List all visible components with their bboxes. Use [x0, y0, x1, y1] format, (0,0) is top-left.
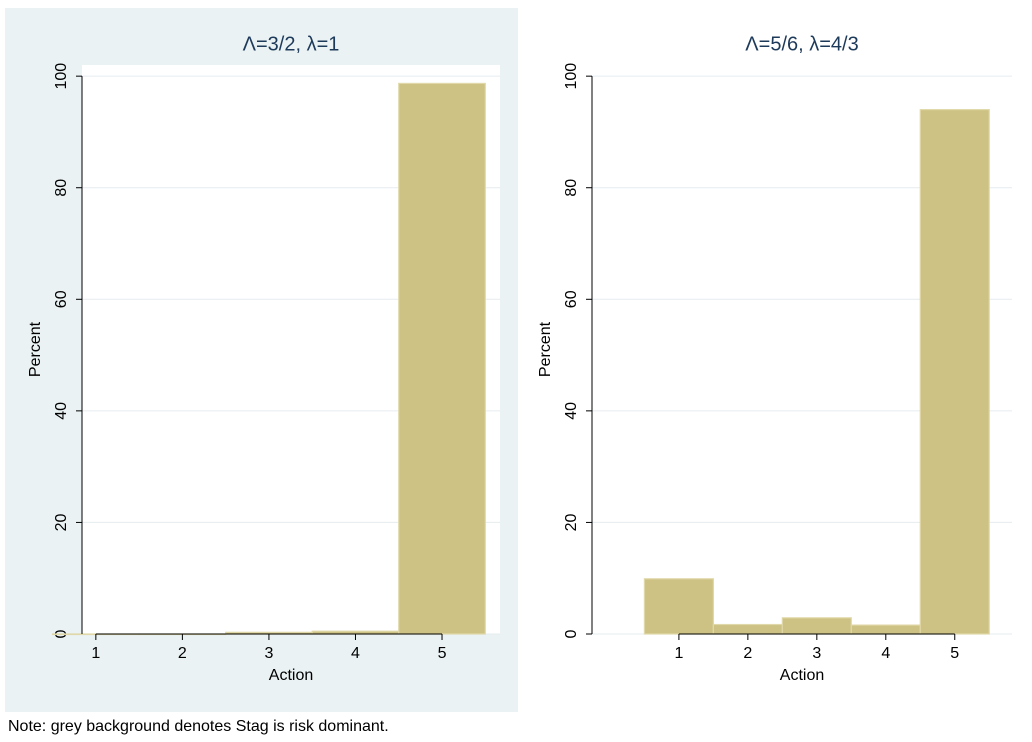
y-tick-label: 80: [53, 179, 70, 197]
x-tick-label: 5: [950, 645, 959, 662]
x-tick-label: 1: [91, 645, 100, 662]
bar: [781, 617, 852, 635]
x-tick-label: 2: [743, 645, 752, 662]
y-tick-label: 60: [53, 290, 70, 308]
bar: [398, 82, 486, 635]
x-tick-label: 3: [812, 645, 821, 662]
chart-title: Λ=5/6, λ=4/3: [745, 33, 858, 55]
x-tick-label: 5: [438, 645, 447, 662]
x-tick-label: 3: [264, 645, 273, 662]
chart-title: Λ=3/2, λ=1: [243, 33, 340, 55]
x-tick-label: 4: [351, 645, 360, 662]
y-axis-label: Percent: [537, 321, 554, 377]
y-tick-label: 100: [563, 63, 580, 90]
y-tick-label: 60: [563, 290, 580, 308]
y-axis-label: Percent: [27, 321, 44, 377]
x-tick-label: 1: [674, 645, 683, 662]
bar: [850, 624, 921, 635]
y-tick-label: 40: [563, 402, 580, 420]
note: Note: grey background denotes Stag is ri…: [8, 718, 389, 735]
x-axis-label: Action: [780, 667, 824, 684]
bar: [919, 109, 990, 635]
y-tick-label: 20: [563, 513, 580, 531]
y-tick-label: 40: [53, 402, 70, 420]
y-tick-label: 0: [563, 629, 580, 638]
bar: [643, 578, 714, 635]
y-tick-label: 80: [563, 179, 580, 197]
y-tick-label: 20: [53, 513, 70, 531]
x-tick-label: 2: [178, 645, 187, 662]
y-tick-label: 100: [53, 63, 70, 90]
x-tick-label: 4: [881, 645, 890, 662]
x-axis-label: Action: [269, 667, 313, 684]
bar: [712, 623, 783, 635]
